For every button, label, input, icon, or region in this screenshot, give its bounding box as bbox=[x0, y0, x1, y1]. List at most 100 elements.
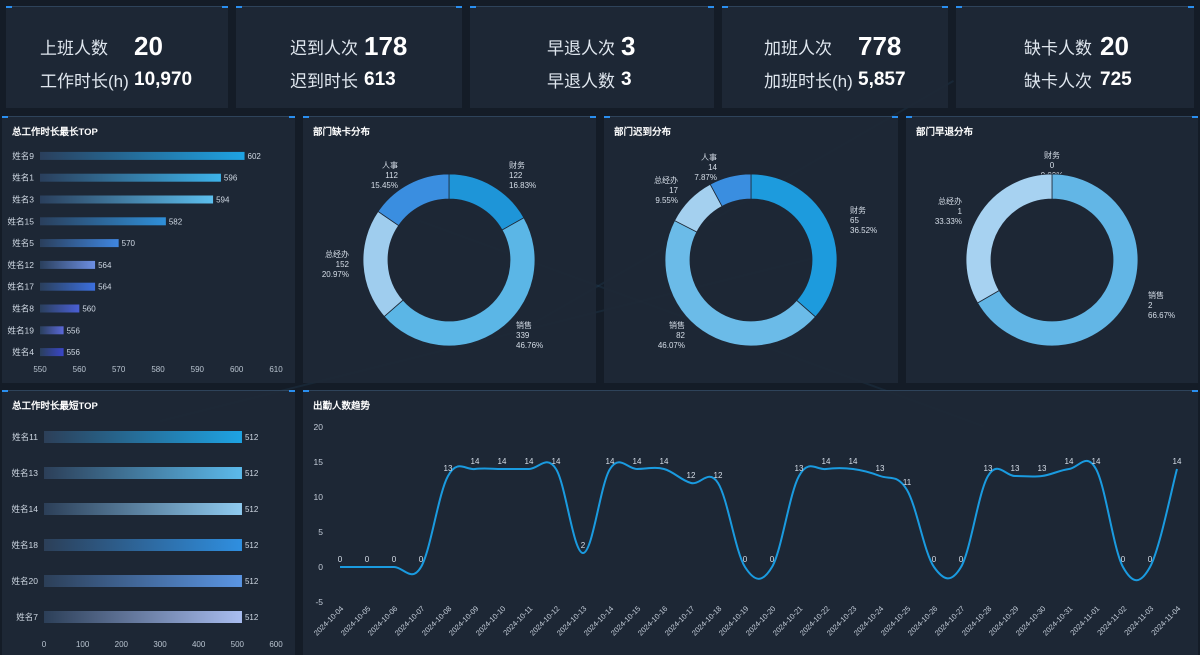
bar-value-label: 556 bbox=[67, 326, 81, 335]
point-value-label: 14 bbox=[498, 457, 507, 466]
bar bbox=[44, 431, 242, 443]
slice-value-label: 112 bbox=[385, 171, 398, 180]
kpi-value: 613 bbox=[364, 68, 396, 90]
slice-name-label: 财务 bbox=[850, 205, 866, 215]
kpi-label: 工作时长(h) bbox=[40, 72, 129, 91]
slice-percent-label: 20.97% bbox=[322, 270, 349, 279]
bar-category-label: 姓名1 bbox=[12, 173, 34, 183]
bar-category-label: 姓名17 bbox=[8, 282, 35, 292]
point-value-label: 0 bbox=[365, 555, 370, 564]
point-value-label: 14 bbox=[525, 457, 534, 466]
donut-slice bbox=[362, 210, 404, 318]
slice-name-label: 总经办 bbox=[938, 196, 962, 206]
kpi-value: 725 bbox=[1100, 68, 1132, 90]
kpi-label: 缺卡人次 bbox=[1024, 72, 1092, 91]
bar-value-label: 570 bbox=[122, 239, 136, 248]
bar bbox=[40, 173, 221, 182]
axis-tick-label: 400 bbox=[192, 640, 206, 649]
kpi-value: 20 bbox=[134, 31, 163, 61]
bar bbox=[44, 539, 242, 551]
axis-tick-label: 300 bbox=[153, 640, 167, 649]
slice-value-label: 82 bbox=[676, 331, 685, 340]
bar-value-label: 512 bbox=[245, 541, 259, 550]
y-tick-label: 0 bbox=[318, 562, 323, 572]
slice-percent-label: 46.07% bbox=[658, 341, 685, 350]
y-tick-label: 20 bbox=[314, 422, 324, 432]
panel-top-longest: 总工作时长最长TOP 姓名9 602 姓名1 596 姓名3 594 姓名15 582 姓名5 5… bbox=[2, 116, 295, 383]
point-value-label: 14 bbox=[1065, 457, 1074, 466]
trend-line bbox=[339, 459, 1178, 582]
point-value-label: 13 bbox=[1038, 464, 1047, 473]
axis-tick-label: 500 bbox=[231, 640, 245, 649]
slice-value-label: 2 bbox=[1148, 301, 1153, 310]
bar-category-label: 姓名14 bbox=[12, 504, 39, 514]
trend-line-chart: 20 15 10 5 0 -5 0 0 0 0 13 14 14 14 14 2 14 14 14 12 12 0 0 13 1… bbox=[312, 422, 1182, 638]
bar bbox=[40, 239, 119, 248]
point-value-label: 14 bbox=[1092, 457, 1101, 466]
bar-value-label: 596 bbox=[224, 174, 238, 183]
bar bbox=[40, 260, 96, 269]
donut-slice bbox=[664, 220, 817, 347]
point-value-label: 0 bbox=[743, 555, 748, 564]
donut-slice bbox=[377, 173, 450, 227]
bar bbox=[40, 151, 245, 160]
bar-value-label: 512 bbox=[245, 505, 259, 514]
donut-slice bbox=[976, 173, 1139, 347]
point-value-label: 0 bbox=[932, 555, 937, 564]
kpi-card-early-leave: 早退人次 3 早退人数 3 bbox=[470, 6, 714, 108]
slice-value-label: 14 bbox=[708, 163, 717, 172]
kpi-value: 778 bbox=[858, 31, 902, 61]
point-value-label: 0 bbox=[1148, 555, 1153, 564]
slice-value-label: 339 bbox=[516, 331, 530, 340]
y-tick-label: -5 bbox=[315, 597, 323, 607]
y-tick-label: 15 bbox=[314, 457, 324, 467]
donut-slice bbox=[965, 173, 1053, 304]
kpi-value: 3 bbox=[621, 68, 632, 90]
point-value-label: 12 bbox=[714, 471, 723, 480]
bar-category-label: 姓名19 bbox=[8, 325, 35, 335]
point-value-label: 13 bbox=[444, 464, 453, 473]
bar-category-label: 姓名9 bbox=[12, 151, 34, 161]
panel-dept-missing: 部门缺卡分布 财务 122 16.83% 销售 339 46.76% 总经办 152 20.97… bbox=[303, 116, 596, 383]
kpi-card-overtime: 加班人次 778 加班时长(h) 5,857 bbox=[722, 6, 948, 108]
bar-category-label: 姓名11 bbox=[12, 432, 38, 442]
point-value-label: 14 bbox=[660, 457, 669, 466]
kpi-value: 20 bbox=[1100, 31, 1129, 61]
axis-tick-label: 200 bbox=[115, 640, 129, 649]
kpi-label: 缺卡人数 bbox=[1024, 39, 1092, 58]
axis-tick-label: 580 bbox=[151, 365, 165, 374]
point-value-label: 0 bbox=[338, 555, 343, 564]
slice-name-label: 人事 bbox=[382, 160, 398, 170]
point-value-label: 12 bbox=[687, 471, 696, 480]
slice-name-label: 财务 bbox=[509, 160, 525, 170]
bar-category-label: 姓名5 bbox=[12, 238, 34, 248]
bar-category-label: 姓名18 bbox=[12, 540, 39, 550]
kpi-label: 早退人数 bbox=[547, 72, 615, 91]
bar-value-label: 512 bbox=[245, 613, 259, 622]
bar bbox=[40, 282, 96, 291]
slice-value-label: 152 bbox=[336, 260, 350, 269]
slice-name-label: 人事 bbox=[701, 152, 717, 162]
bar-category-label: 姓名3 bbox=[12, 195, 34, 205]
slice-value-label: 65 bbox=[850, 216, 859, 225]
axis-tick-label: 560 bbox=[73, 365, 87, 374]
shortest-bar-chart: 姓名11 512 姓名13 512 姓名14 512 姓名18 512 姓名20 512 姓名7 51… bbox=[12, 431, 283, 649]
panel-title: 部门缺卡分布 bbox=[313, 127, 371, 138]
point-value-label: 13 bbox=[795, 464, 804, 473]
slice-name-label: 销售 bbox=[1148, 290, 1164, 300]
point-value-label: 14 bbox=[822, 457, 831, 466]
point-value-label: 13 bbox=[984, 464, 993, 473]
slice-name-label: 财务 bbox=[1044, 150, 1060, 160]
bar-category-label: 姓名15 bbox=[8, 216, 35, 226]
point-value-label: 13 bbox=[1011, 464, 1020, 473]
bar bbox=[40, 195, 214, 204]
bar-category-label: 姓名13 bbox=[12, 468, 39, 478]
bar-category-label: 姓名20 bbox=[12, 576, 39, 586]
bar bbox=[44, 503, 242, 515]
panel-title: 总工作时长最短TOP bbox=[12, 401, 98, 412]
point-value-label: 0 bbox=[959, 555, 964, 564]
point-value-label: 0 bbox=[419, 555, 424, 564]
bar-value-label: 512 bbox=[245, 577, 259, 586]
slice-name-label: 销售 bbox=[516, 320, 532, 330]
slice-name-label: 销售 bbox=[669, 320, 685, 330]
